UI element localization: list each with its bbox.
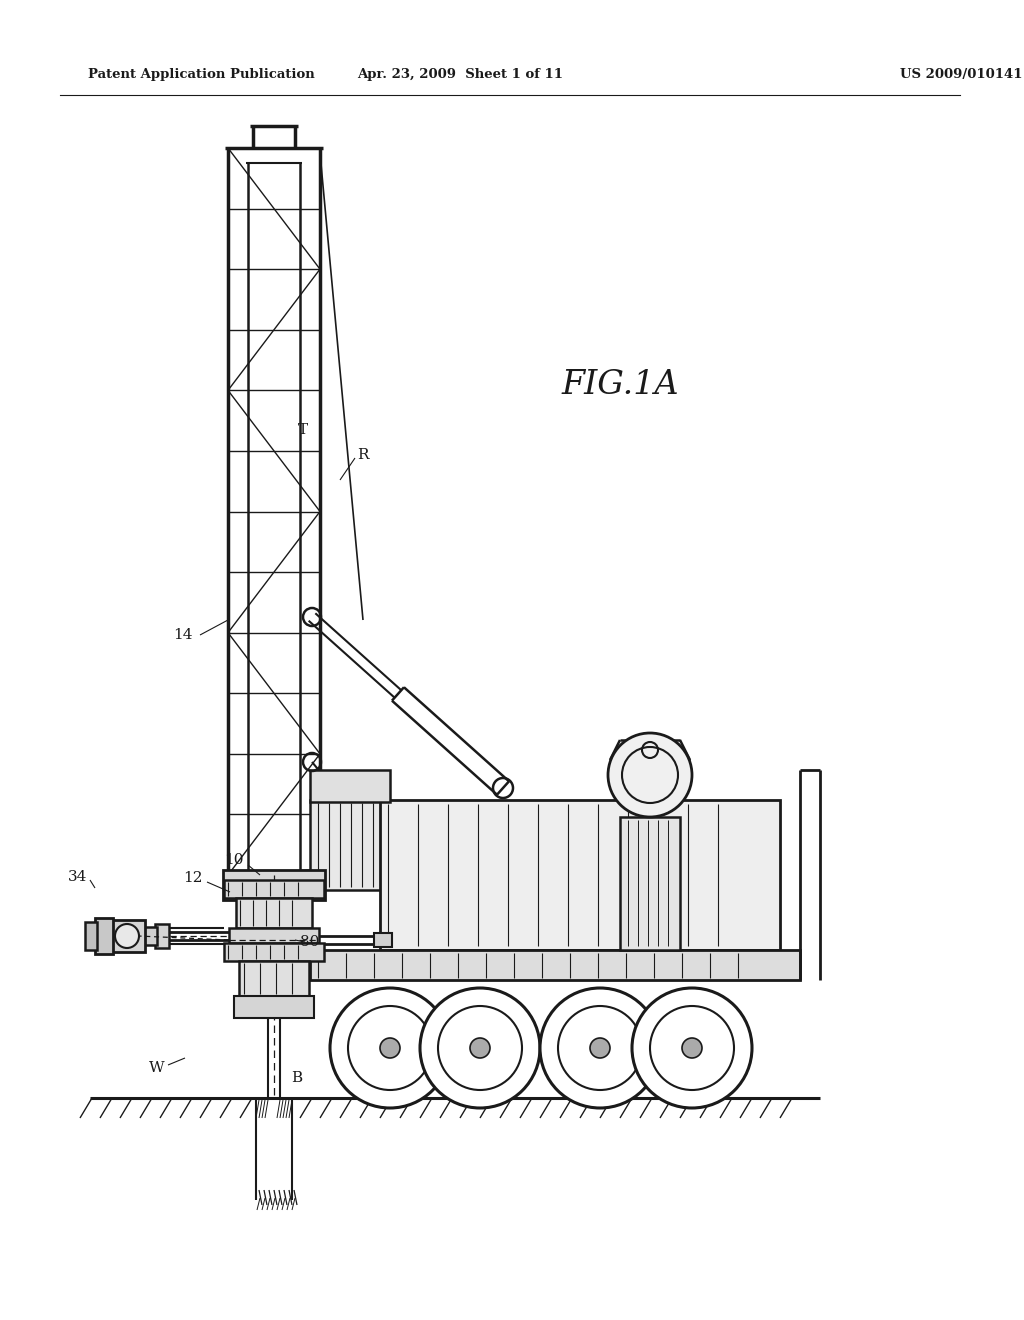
Bar — [224, 942, 324, 961]
Bar — [229, 928, 319, 942]
Bar — [143, 927, 157, 945]
Text: 80: 80 — [300, 935, 319, 949]
Bar — [374, 933, 392, 946]
Bar — [234, 997, 314, 1018]
Circle shape — [380, 1038, 400, 1059]
Text: T: T — [298, 422, 308, 437]
Circle shape — [330, 987, 450, 1107]
Bar — [239, 961, 309, 997]
Text: 12: 12 — [183, 871, 203, 884]
Bar — [85, 921, 97, 950]
Bar — [110, 920, 145, 952]
Circle shape — [632, 987, 752, 1107]
Circle shape — [608, 733, 692, 817]
Text: 14: 14 — [173, 628, 193, 642]
Bar — [223, 870, 325, 900]
Circle shape — [115, 924, 139, 948]
Bar — [310, 950, 800, 979]
Circle shape — [420, 987, 540, 1107]
Text: 34: 34 — [69, 870, 88, 884]
Text: R: R — [357, 447, 369, 462]
Bar — [155, 924, 169, 948]
Text: FIG.1A: FIG.1A — [561, 370, 679, 401]
Circle shape — [590, 1038, 610, 1059]
Text: B: B — [292, 1071, 302, 1085]
Text: 10: 10 — [224, 853, 244, 867]
Text: W: W — [150, 1061, 165, 1074]
Bar — [95, 917, 113, 954]
Text: Patent Application Publication: Patent Application Publication — [88, 69, 314, 81]
Circle shape — [540, 987, 660, 1107]
Bar — [224, 880, 324, 898]
Circle shape — [470, 1038, 490, 1059]
Text: Apr. 23, 2009  Sheet 1 of 11: Apr. 23, 2009 Sheet 1 of 11 — [357, 69, 563, 81]
Bar — [380, 800, 780, 950]
Bar — [620, 817, 680, 950]
Bar — [236, 898, 312, 928]
Bar — [310, 800, 390, 890]
Bar — [310, 770, 390, 803]
Text: US 2009/0101411 A1: US 2009/0101411 A1 — [900, 69, 1024, 81]
Circle shape — [682, 1038, 702, 1059]
